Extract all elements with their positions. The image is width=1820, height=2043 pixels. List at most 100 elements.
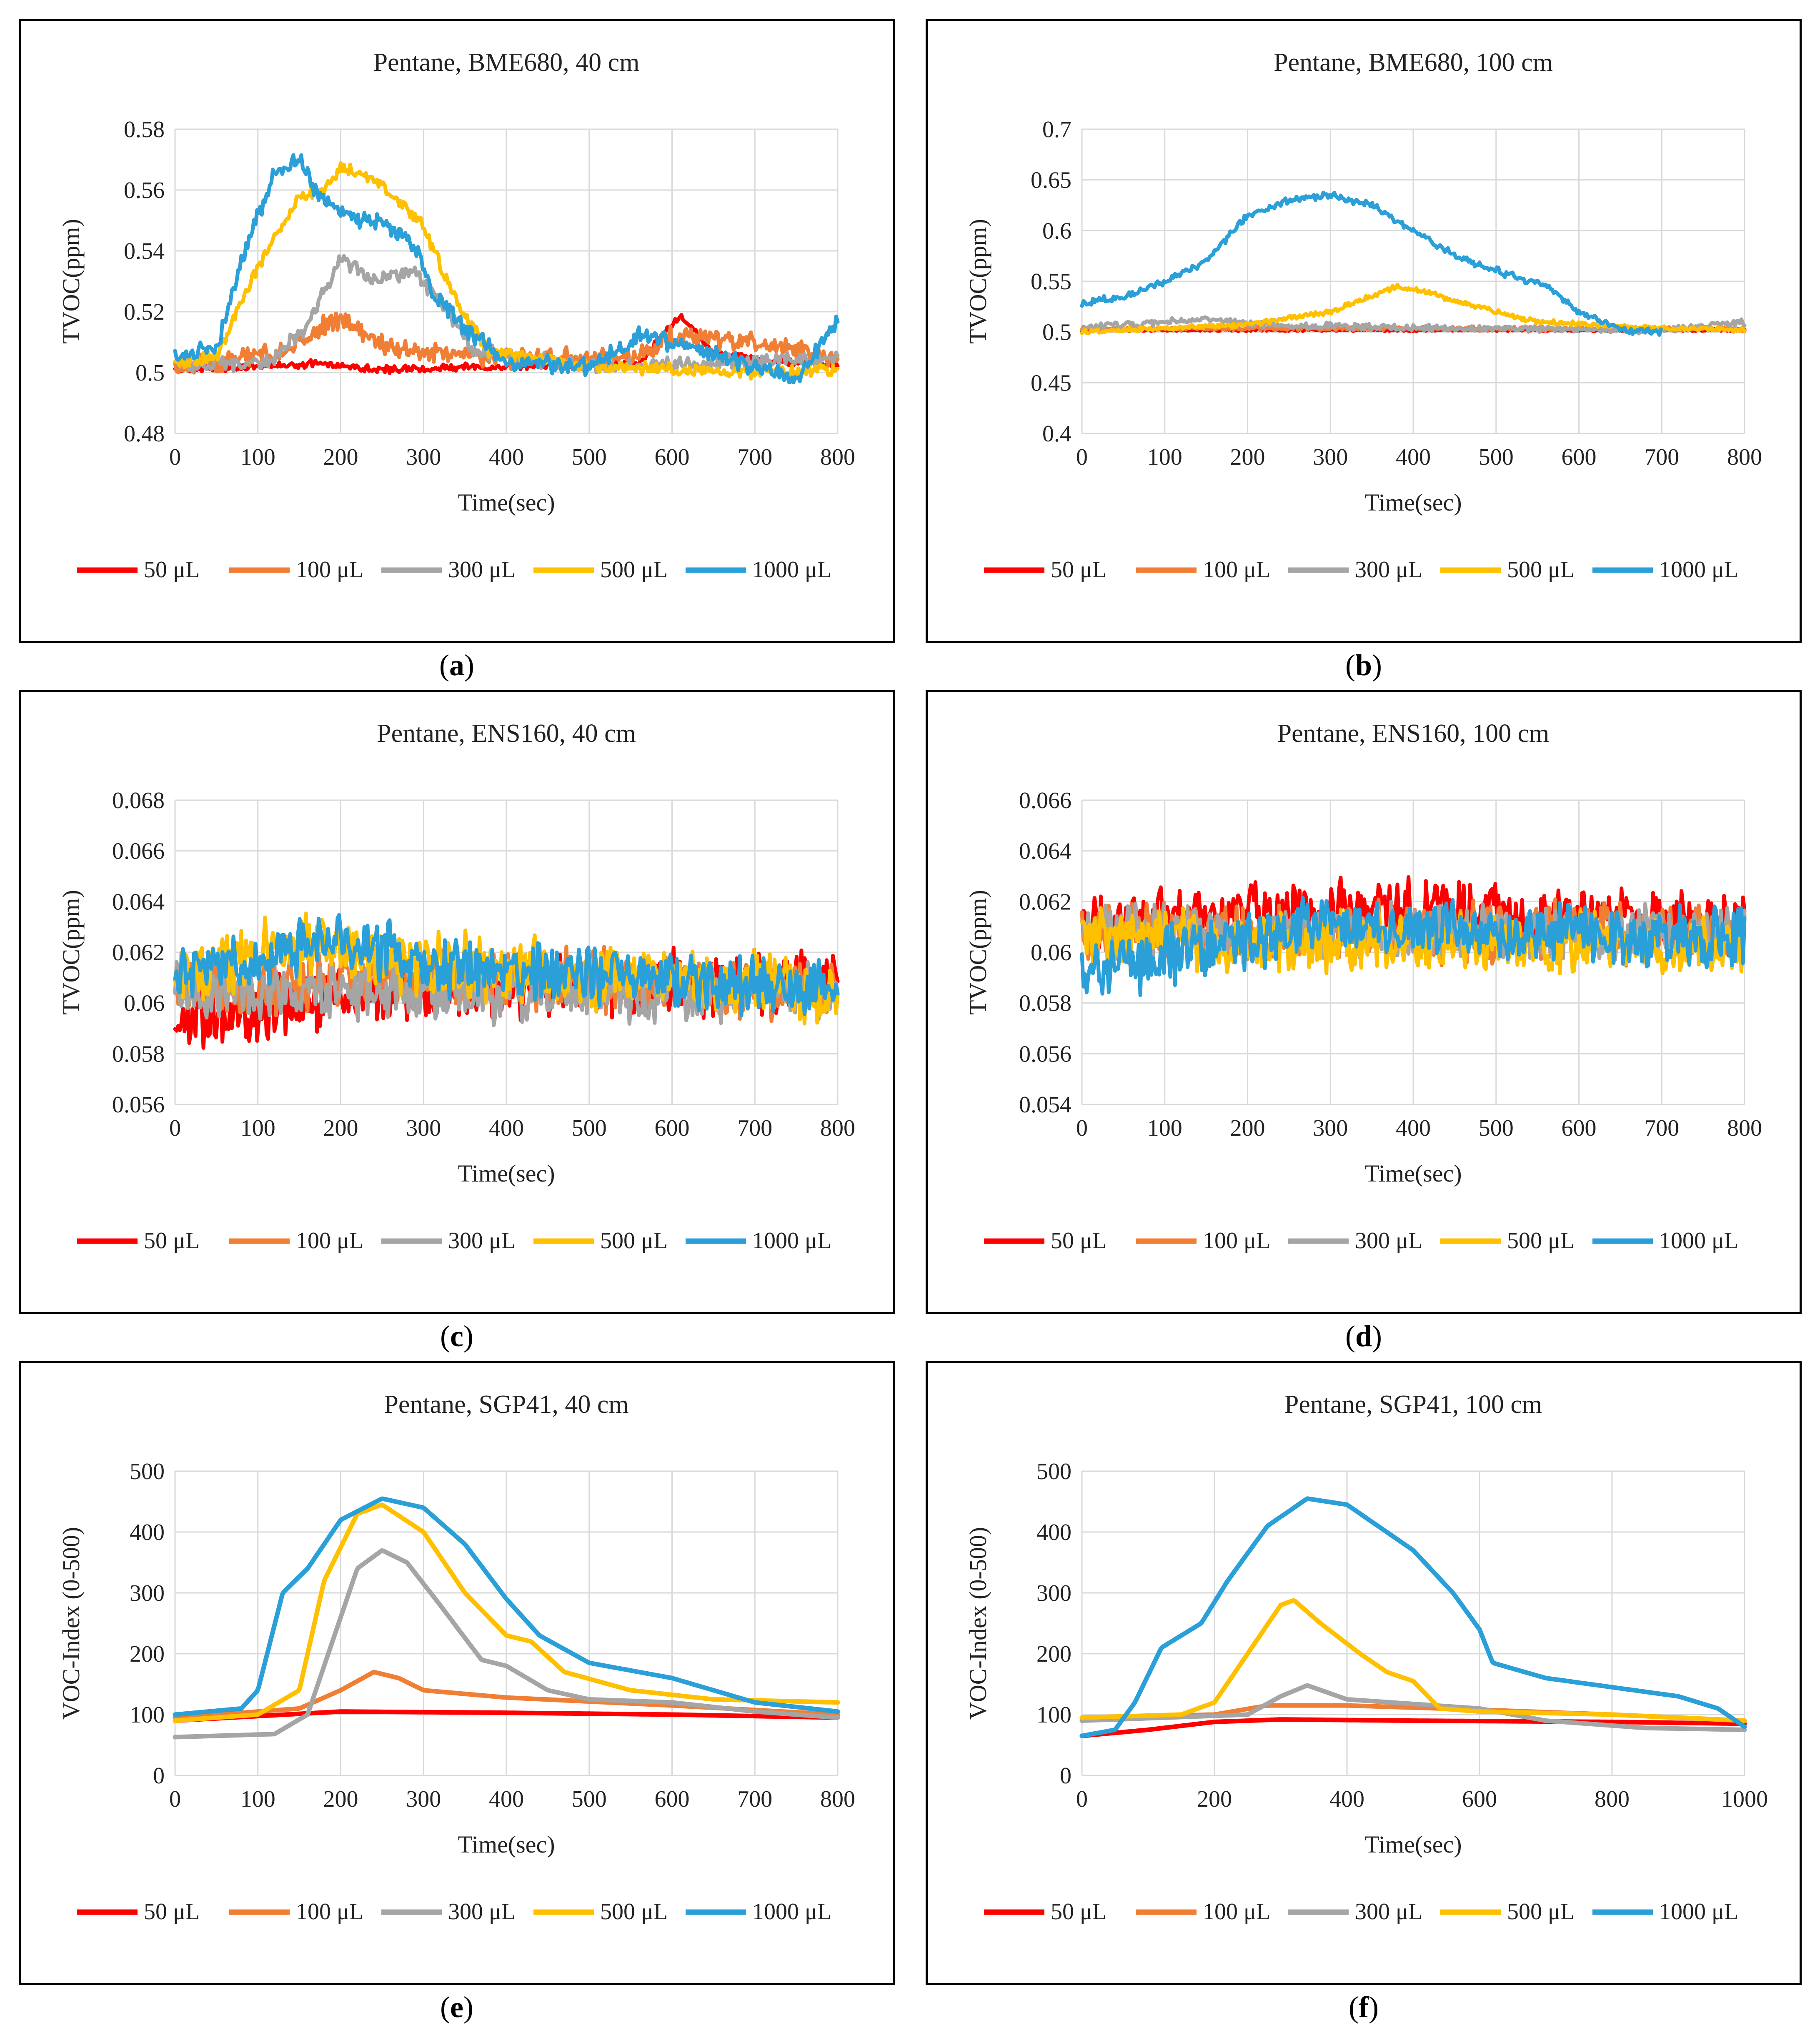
y-tick-label: 0.068 <box>112 788 165 814</box>
legend-label: 50 μL <box>1051 557 1107 583</box>
y-tick-label: 0.062 <box>112 940 165 966</box>
y-tick-label: 0.058 <box>1019 991 1071 1016</box>
chart-title: Pentane, BME680, 40 cm <box>373 48 640 77</box>
y-tick-label: 300 <box>1036 1580 1071 1606</box>
legend-label: 300 μL <box>1355 1228 1422 1254</box>
y-tick-label: 0.4 <box>1042 421 1071 447</box>
legend-label: 100 μL <box>1203 1899 1270 1925</box>
x-tick-label: 0 <box>169 1786 181 1812</box>
x-axis-label: Time(sec) <box>458 489 555 516</box>
y-tick-label: 0.65 <box>1031 168 1071 193</box>
caption-b: (b) <box>1345 648 1382 682</box>
y-tick-label: 0.56 <box>124 178 165 203</box>
legend-label: 50 μL <box>144 557 200 583</box>
chart-panel-e: Pentane, SGP41, 40 cm 0 100 200 300 400 500 600… <box>19 1361 895 1985</box>
legend-label: 1000 μL <box>1659 1899 1738 1925</box>
y-tick-label: 0.062 <box>1019 889 1071 915</box>
x-tick-label: 400 <box>489 444 524 470</box>
legend-label: 50 μL <box>1051 1228 1107 1254</box>
x-tick-label: 600 <box>655 1115 690 1141</box>
x-tick-label: 300 <box>1313 444 1348 470</box>
y-tick-label: 100 <box>130 1702 165 1728</box>
caption-c-letter: c <box>450 1319 463 1353</box>
x-axis-label: Time(sec) <box>1364 489 1462 516</box>
chart-title: Pentane, BME680, 100 cm <box>1274 48 1553 77</box>
y-axis-label: VOC-Index (0-500) <box>964 1527 991 1720</box>
y-tick-label: 0.54 <box>124 238 165 264</box>
x-tick-label: 800 <box>820 444 855 470</box>
y-tick-label: 300 <box>130 1580 165 1606</box>
x-tick-label: 0 <box>169 1115 181 1141</box>
legend-label: 500 μL <box>1507 557 1575 583</box>
x-tick-label: 100 <box>240 1786 275 1812</box>
x-tick-label: 700 <box>737 1786 772 1812</box>
y-tick-label: 200 <box>130 1641 165 1667</box>
legend-label: 100 μL <box>1203 557 1270 583</box>
chart-panel-a: Pentane, BME680, 40 cm 0 100 200 300 400 500 60… <box>19 19 895 643</box>
legend-label: 1000 μL <box>752 1899 831 1925</box>
y-tick-label: 0.7 <box>1042 117 1071 143</box>
x-tick-label: 400 <box>1329 1786 1364 1812</box>
y-axis-label: TVOC(ppm) <box>964 219 991 344</box>
legend-label: 50 μL <box>144 1899 200 1925</box>
y-axis-label: TVOC(ppm) <box>58 219 85 344</box>
x-tick-label: 400 <box>1396 1115 1431 1141</box>
x-tick-label: 500 <box>572 1115 607 1141</box>
y-tick-label: 0.45 <box>1031 370 1071 396</box>
legend-label: 300 μL <box>1355 557 1422 583</box>
chart-svg-f: Pentane, SGP41, 100 cm 0 200 400 600 800 1000 0… <box>964 1390 1768 1925</box>
series-line-500ul <box>173 1502 840 1723</box>
y-tick-label: 0.6 <box>1042 218 1071 244</box>
series-line-300ul <box>173 1548 840 1740</box>
y-axis-label: TVOC(ppm) <box>58 890 85 1015</box>
x-tick-label: 200 <box>323 1786 358 1812</box>
x-tick-label: 0 <box>1076 1786 1088 1812</box>
x-tick-label: 300 <box>406 1115 441 1141</box>
x-tick-label: 300 <box>1313 1115 1348 1141</box>
y-axis-label: TVOC(ppm) <box>964 890 991 1015</box>
legend-label: 100 μL <box>1203 1228 1270 1254</box>
series-line-1000ul <box>1080 896 1747 997</box>
caption-e: (e) <box>440 1990 473 2024</box>
chart-svg-a: Pentane, BME680, 40 cm 0 100 200 300 400 500 60… <box>58 48 855 583</box>
x-tick-label: 800 <box>820 1115 855 1141</box>
y-tick-label: 100 <box>1036 1702 1071 1728</box>
x-tick-label: 800 <box>1727 1115 1762 1141</box>
legend-label: 500 μL <box>600 557 668 583</box>
y-tick-label: 0.056 <box>112 1092 165 1118</box>
x-tick-label: 100 <box>1147 1115 1182 1141</box>
x-tick-label: 200 <box>323 1115 358 1141</box>
legend-label: 100 μL <box>296 1899 363 1925</box>
x-tick-label: 500 <box>572 1786 607 1812</box>
legend-label: 1000 μL <box>1659 1228 1738 1254</box>
x-tick-label: 600 <box>1562 444 1597 470</box>
caption-a: (a) <box>439 648 474 682</box>
x-tick-label: 600 <box>655 444 690 470</box>
caption-d-letter: d <box>1355 1319 1372 1353</box>
y-axis-label: VOC-Index (0-500) <box>58 1527 85 1720</box>
caption-b-letter: b <box>1355 648 1372 682</box>
chart-panel-f: Pentane, SGP41, 100 cm 0 200 400 600 800 1000 0… <box>926 1361 1802 1985</box>
y-tick-label: 200 <box>1036 1641 1071 1667</box>
y-tick-label: 0.06 <box>124 991 165 1016</box>
x-tick-label: 300 <box>406 444 441 470</box>
legend-label: 500 μL <box>600 1899 668 1925</box>
x-tick-label: 800 <box>820 1786 855 1812</box>
caption-d: (d) <box>1345 1319 1382 1353</box>
chart-title: Pentane, SGP41, 40 cm <box>384 1390 628 1419</box>
chart-title: Pentane, ENS160, 100 cm <box>1277 719 1550 748</box>
series-line-1000ul <box>1080 190 1663 337</box>
y-tick-label: 0.5 <box>135 360 165 386</box>
chart-svg-d: Pentane, ENS160, 100 cm 0 100 200 300 400 500 6… <box>964 719 1762 1254</box>
chart-panel-c: Pentane, ENS160, 40 cm 0 100 200 300 400 500 60… <box>19 690 895 1314</box>
caption-f-letter: f <box>1359 1990 1369 2024</box>
legend-label: 50 μL <box>1051 1899 1107 1925</box>
x-axis-label: Time(sec) <box>1364 1831 1462 1858</box>
x-tick-label: 700 <box>1644 444 1679 470</box>
chart-svg-b: Pentane, BME680, 100 cm 0 100 200 300 400 500 6… <box>964 48 1762 583</box>
x-tick-label: 600 <box>655 1786 690 1812</box>
x-tick-label: 100 <box>1147 444 1182 470</box>
x-tick-label: 200 <box>1230 1115 1265 1141</box>
y-tick-label: 400 <box>130 1520 165 1545</box>
y-tick-label: 400 <box>1036 1520 1071 1545</box>
